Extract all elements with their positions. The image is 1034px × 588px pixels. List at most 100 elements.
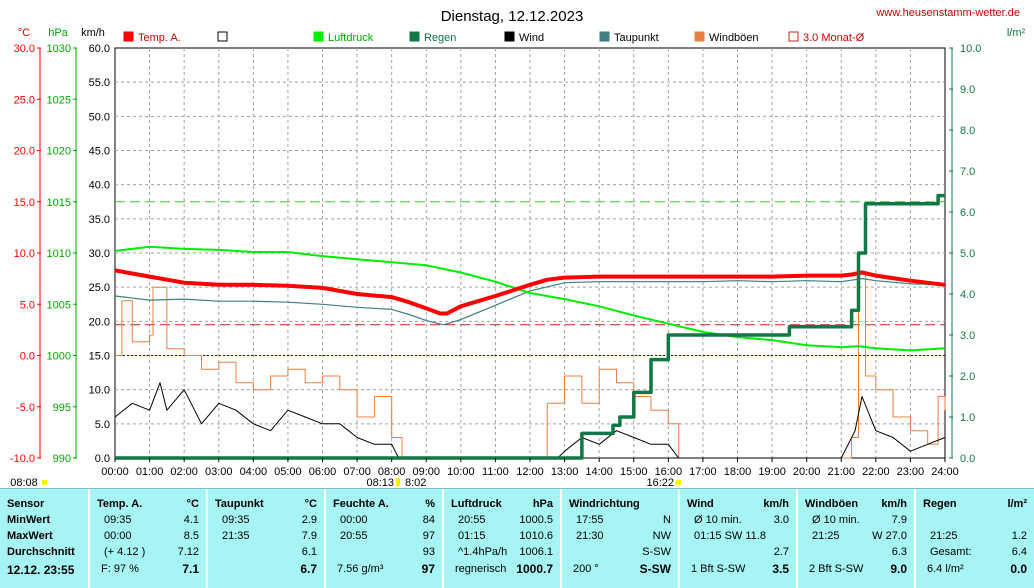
stats-foot-value: 7.1 [182,562,199,576]
stats-row-value: 97 [422,530,435,542]
rain-tick: 5.0 [960,248,975,260]
x-tick-label: 15:00 [620,466,648,478]
legend-swatch [504,31,515,42]
stats-foot-label: 7.56 g/m³ [337,563,384,575]
rain-tick: 0.0 [960,453,975,465]
stats-col-luftdruck: Luftdruck hPa 20:55 1000.5 01:15 1010.6 ^1.4hP… [442,489,560,588]
stats-foot-label: regnerisch [455,563,507,575]
stats-col-taupunkt: Taupunkt °C 09:35 2.9 21:35 7.9 6.1 6.7 [206,489,324,588]
rain-tick: 7.0 [960,166,975,178]
stats-head: Feuchte A. [333,498,389,510]
stats-col-windböen: Windböen km/h Ø 10 min. 7.9 21:25 W 27.0 6.3 2 … [796,489,914,588]
stats-foot-value: S-SW [639,562,671,576]
stats-row-label: 21:25 [812,530,840,542]
stats-row-value: 7.9 [891,514,907,526]
stats-foot-label: 12.12. 23:55 [7,563,75,577]
wind-tick: 35.0 [89,214,110,226]
stats-col-sensor: Sensor MinWert MaxWert Durchschnitt 12.12. 2… [0,489,88,588]
stats-row-label: Ø 10 min. [812,514,860,526]
stats-row-value: 8.5 [183,530,199,542]
stats-row-value: 7.9 [301,530,317,542]
pressure-tick: 1015 [47,197,71,209]
series-taupunkt [114,278,946,326]
x-tick-label: 18:00 [724,466,752,478]
temp-unit-label: °C [18,27,30,39]
rain-tick: 2.0 [960,371,975,383]
stats-row-label: 21:35 [222,530,250,542]
legend-label: Regen [424,32,456,44]
x-tick-label: 00:00 [101,466,129,478]
x-tick-label: 10:00 [447,466,475,478]
wind-unit-label: km/h [81,27,105,39]
stats-row-label: ^1.4hPa/h [458,546,508,558]
legend-label: Temp. A. [138,32,181,44]
stats-foot-label: 200 ° [573,563,599,575]
legend-swatch [409,31,420,42]
reference-lines [115,201,945,356]
stats-unit: hPa [532,498,553,510]
stats-row-value: NW [652,530,671,542]
pressure-tick: 1020 [47,146,71,158]
legend-label: Luftdruck [328,32,374,44]
x-tick-label: 22:00 [862,466,890,478]
axes: 30.0 25.0 20.0 15.0 10.0 5.0 0.0 -5.0 -10.0 1030 1… [10,43,982,465]
stats-row-value: 1010.6 [519,530,553,542]
stats-foot-label: 1 Bft S-SW [691,563,746,575]
rain-tick: 3.0 [960,330,975,342]
stats-head: Regen [923,498,957,510]
time-mark-left: 08:08 [10,477,38,488]
stats-head: Windböen [805,498,859,510]
rain-tick: 8.0 [960,125,975,137]
stats-row-value: N [663,514,671,526]
wind-tick: 5.0 [95,419,110,431]
stats-row-label: 00:00 [104,530,132,542]
x-tick-label: 16:00 [655,466,683,478]
stats-unit: °C [186,498,199,510]
temp-tick: 5.0 [20,299,35,311]
temp-tick: 30.0 [14,43,35,55]
stats-row-label: 09:35 [104,514,132,526]
legend-label: Wind [519,32,544,44]
stats-row-value: 7.12 [177,546,199,558]
x-tick-label: 09:00 [412,466,440,478]
stats-unit: km/h [881,498,907,510]
stats-row-label: Durchschnitt [7,546,75,558]
stats-foot-value: 1000.7 [516,562,553,576]
stats-row-label: 09:35 [222,514,250,526]
website-link[interactable]: www.heusenstamm-wetter.de [875,7,1020,19]
wind-tick: 45.0 [89,146,110,158]
grid [114,47,946,459]
stats-head: Wind [687,498,714,510]
stats-head: Taupunkt [215,498,264,510]
x-tick-label: 02:00 [170,466,198,478]
stats-row-value: 6.3 [891,546,907,558]
stats-row-value: 3.0 [773,514,789,526]
legend-swatch [694,31,705,42]
pressure-tick: 990 [53,453,71,465]
rain-tick: 1.0 [960,412,975,424]
stats-row-label: 01:15 SW 11.8 [694,530,766,542]
wind-tick: 50.0 [89,111,110,123]
time-mark-right-marker [676,480,681,485]
x-tick-label: 19:00 [758,466,786,478]
legend-label: 3.0 Monat-Ø [803,32,865,44]
rain-tick: 6.0 [960,207,975,219]
x-tick-label: 04:00 [240,466,268,478]
temp-tick: 25.0 [14,94,35,106]
stats-col-regen: Regen l/m² 21:25 1.2 Gesamt: 6.4 6.4 l/m² 0.0 [914,489,1034,588]
wind-tick: 10.0 [89,385,110,397]
x-tick-label: 17:00 [689,466,717,478]
x-tick-label: 21:00 [827,466,855,478]
stats-row-label: 21:30 [576,530,604,542]
stats-row-value: 93 [422,546,435,558]
stats-unit: l/m² [1007,498,1027,510]
pressure-tick: 1030 [47,43,71,55]
x-tick-label: 06:00 [309,466,337,478]
stats-foot-label: 2 Bft S-SW [809,563,864,575]
series-luftdruck [114,245,946,352]
pressure-tick: 1000 [47,351,71,363]
stats-unit: % [425,498,435,510]
x-tick-label: 23:00 [897,466,925,478]
stats-row-value: 6.4 [1011,546,1027,558]
time-mark-right: 16:22 [646,477,674,488]
